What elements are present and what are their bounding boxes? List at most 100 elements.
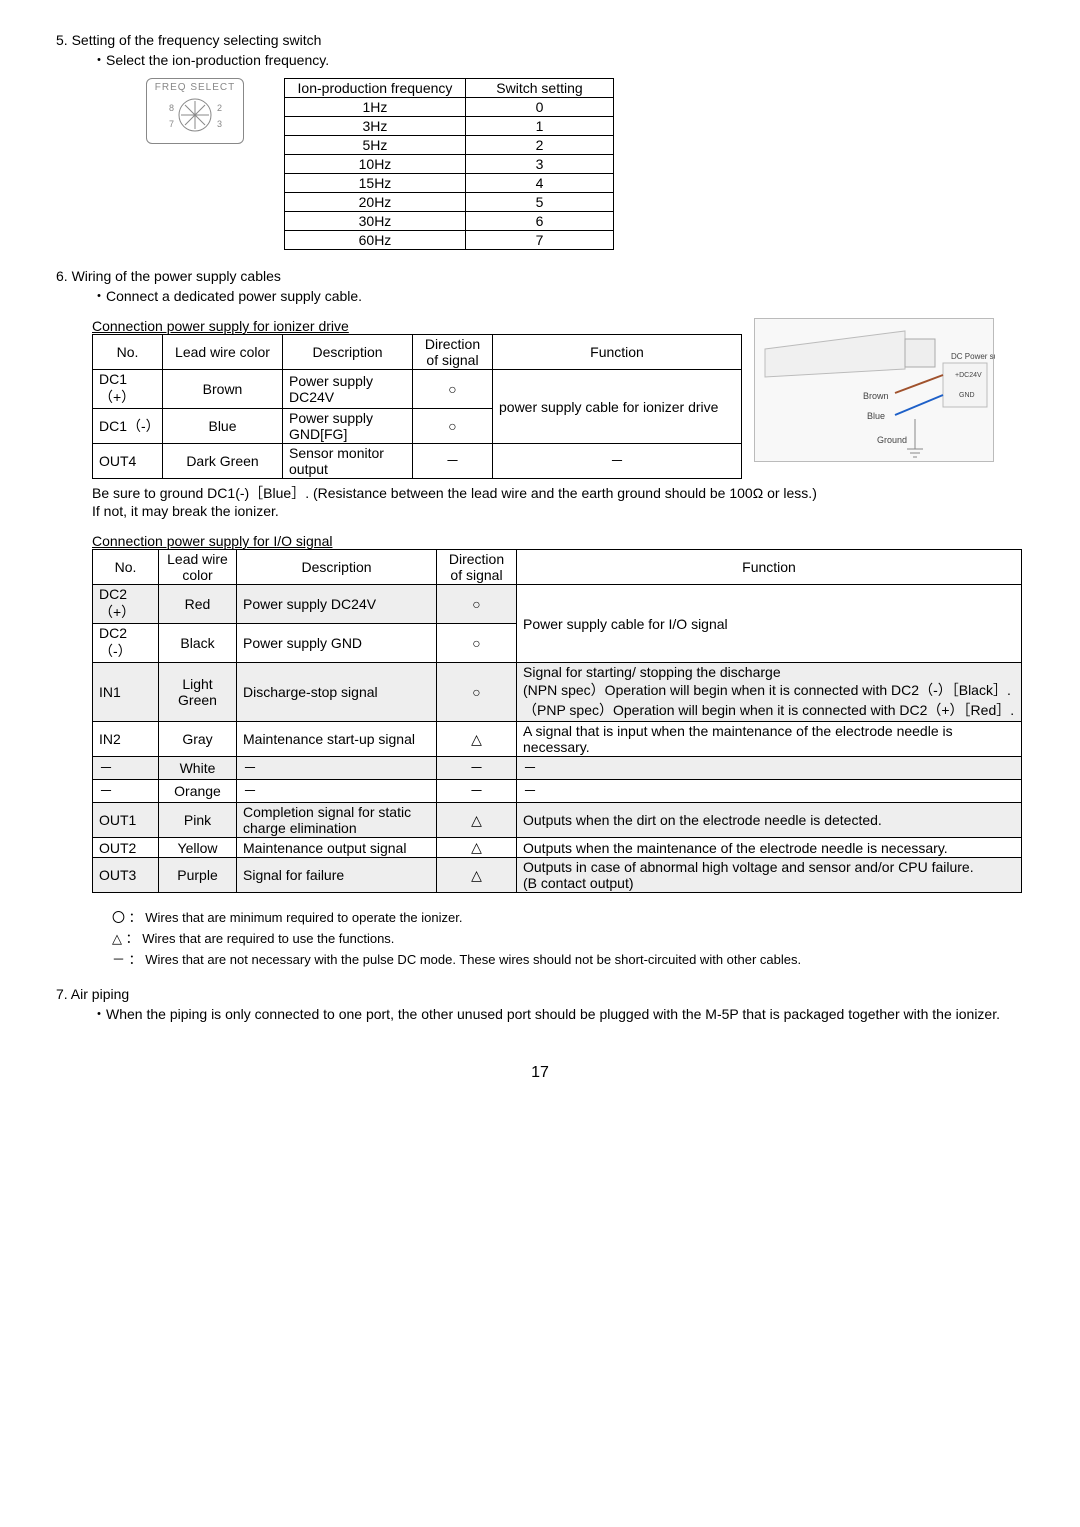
freq-cell: 1Hz <box>285 98 466 117</box>
freq-cell: 0 <box>465 98 613 117</box>
cell-desc: Power supply GND <box>237 624 437 663</box>
cell-dir: － <box>413 444 493 479</box>
cell-color: Orange <box>159 780 237 803</box>
sec6-title: 6. Wiring of the power supply cables <box>56 268 1024 284</box>
freq-cell: 3 <box>465 155 613 174</box>
cell-no: DC1（+） <box>93 370 163 409</box>
connector-diagram: DC Power supply Brown +DC24V Blue GND Gr… <box>754 318 994 462</box>
cell-no: DC2（-） <box>93 624 159 663</box>
cell-color: Pink <box>159 803 237 838</box>
freq-cell: 1 <box>465 117 613 136</box>
freq-cell: 7 <box>465 231 613 250</box>
svg-text:8: 8 <box>169 103 174 113</box>
freq-cell: 20Hz <box>285 193 466 212</box>
svg-text:GND: GND <box>959 392 975 399</box>
legend-symbol: 〇 <box>112 910 125 925</box>
table-row: 30Hz6 <box>285 212 614 231</box>
cell-dir: ○ <box>437 624 517 663</box>
freq-cell: 30Hz <box>285 212 466 231</box>
cell-no: OUT3 <box>93 858 159 893</box>
ion-note-l2: If not, it may break the ionizer. <box>92 503 1024 519</box>
legend-text: ： Wires that are minimum required to ope… <box>129 910 463 925</box>
cell-no: OUT4 <box>93 444 163 479</box>
table-row: 15Hz4 <box>285 174 614 193</box>
legend-text: ： Wires that are required to use the fun… <box>126 931 395 946</box>
table-row: 20Hz5 <box>285 193 614 212</box>
legend-row: － ： Wires that are not necessary with th… <box>112 949 1024 968</box>
io-table: No. Lead wire color Description Directio… <box>92 549 1022 893</box>
cell-no: DC2（+） <box>93 585 159 624</box>
cell-no: IN2 <box>93 722 159 757</box>
cell-color: Red <box>159 585 237 624</box>
cell-dir: △ <box>437 803 517 838</box>
ion-note-l1: Be sure to ground DC1(-)［Blue］. (Resista… <box>92 483 1024 503</box>
cell-dir: ○ <box>413 409 493 444</box>
io-h-fn: Function <box>517 550 1022 585</box>
legend-row: △ ： Wires that are required to use the f… <box>112 928 1024 947</box>
cell-fn: － <box>493 444 742 479</box>
cell-color: Black <box>159 624 237 663</box>
legend-symbol: △ <box>112 931 122 946</box>
io-title: Connection power supply for I/O signal <box>92 533 1024 549</box>
cell-color: Brown <box>163 370 283 409</box>
table-row: IN2GrayMaintenance start-up signal△A sig… <box>93 722 1022 757</box>
sec5-sub: ・Select the ion-production frequency. <box>92 50 1024 70</box>
table-row: －Orange－－－ <box>93 780 1022 803</box>
freq-row: FREQ SELECT 8 2 7 3 Ion-production frequ… <box>146 78 1024 250</box>
freq-dial: FREQ SELECT 8 2 7 3 <box>146 78 244 144</box>
table-row: OUT3PurpleSignal for failure△Outputs in … <box>93 858 1022 893</box>
svg-text:Brown: Brown <box>863 391 889 401</box>
svg-text:7: 7 <box>169 119 174 129</box>
table-row: OUT4Dark GreenSensor monitor output－－ <box>93 444 742 479</box>
cell-no: OUT2 <box>93 838 159 858</box>
table-row: 5Hz2 <box>285 136 614 155</box>
table-row: 3Hz1 <box>285 117 614 136</box>
cell-no: DC1（-） <box>93 409 163 444</box>
sec5-title: 5. Setting of the frequency selecting sw… <box>56 32 1024 48</box>
sec7-body: ・When the piping is only connected to on… <box>92 1004 1012 1024</box>
table-row: DC1（+）BrownPower supply DC24V○power supp… <box>93 370 742 409</box>
table-row: －White－－－ <box>93 757 1022 780</box>
sec7-title: 7. Air piping <box>56 986 1024 1002</box>
svg-text:3: 3 <box>217 119 222 129</box>
cell-dir: － <box>437 780 517 803</box>
table-row: 60Hz7 <box>285 231 614 250</box>
cell-fn: Outputs in case of abnormal high voltage… <box>517 858 1022 893</box>
cell-desc: － <box>237 780 437 803</box>
cell-dir: － <box>437 757 517 780</box>
svg-text:2: 2 <box>217 103 222 113</box>
table-row: OUT1PinkCompletion signal for static cha… <box>93 803 1022 838</box>
ion-h-no: No. <box>93 335 163 370</box>
svg-text:Ground: Ground <box>877 435 907 445</box>
cell-no: IN1 <box>93 663 159 722</box>
table-row: 10Hz3 <box>285 155 614 174</box>
freq-cell: 3Hz <box>285 117 466 136</box>
sec6-sub: ・Connect a dedicated power supply cable. <box>92 286 1024 306</box>
cell-color: Light Green <box>159 663 237 722</box>
table-row: DC2（+）RedPower supply DC24V○Power supply… <box>93 585 1022 624</box>
cell-fn: A signal that is input when the maintena… <box>517 722 1022 757</box>
cell-no: － <box>93 780 159 803</box>
dial-icon: 8 2 7 3 <box>155 93 235 139</box>
cell-color: Dark Green <box>163 444 283 479</box>
svg-text:Blue: Blue <box>867 411 885 421</box>
ion-h-dir: Direction of signal <box>413 335 493 370</box>
cell-desc: Maintenance output signal <box>237 838 437 858</box>
dial-label: FREQ SELECT <box>147 82 243 93</box>
freq-cell: 15Hz <box>285 174 466 193</box>
freq-cell: 6 <box>465 212 613 231</box>
freq-cell: 60Hz <box>285 231 466 250</box>
cell-fn: － <box>517 780 1022 803</box>
cell-fn: Power supply cable for I/O signal <box>517 585 1022 663</box>
cell-dir: ○ <box>437 585 517 624</box>
cell-color: Blue <box>163 409 283 444</box>
cell-desc: Maintenance start-up signal <box>237 722 437 757</box>
cell-desc: Completion signal for static charge elim… <box>237 803 437 838</box>
page-number: 17 <box>56 1064 1024 1082</box>
ion-h-desc: Description <box>283 335 413 370</box>
io-h-dir: Direction of signal <box>437 550 517 585</box>
cell-fn: Outputs when the dirt on the electrode n… <box>517 803 1022 838</box>
legend-text: ： Wires that are not necessary with the … <box>129 952 801 967</box>
ion-table: No. Lead wire color Description Directio… <box>92 334 742 479</box>
svg-text:+DC24V: +DC24V <box>955 372 982 379</box>
